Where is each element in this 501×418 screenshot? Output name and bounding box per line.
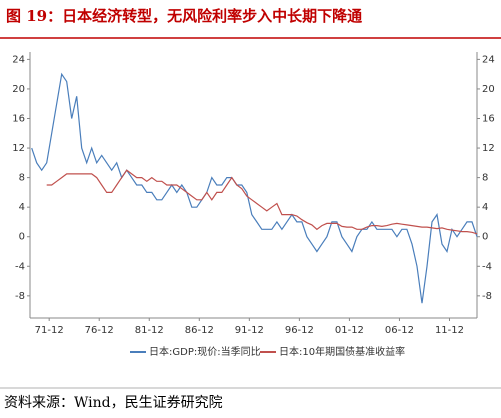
series-line <box>46 169 478 235</box>
y2-tick-label: 12 <box>482 143 495 154</box>
x-tick-label: 11-12 <box>435 325 464 336</box>
title: 图 19：日本经济转型，无风险利率步入中长期下降通 <box>6 7 362 25</box>
y-tick-label: -4 <box>15 261 25 272</box>
y-tick-label: 8 <box>19 173 25 184</box>
x-tick-label: 81-12 <box>135 325 164 336</box>
x-tick-label: 06-12 <box>385 325 414 336</box>
x-tick-label: 01-12 <box>335 325 364 336</box>
y-tick-label: 12 <box>12 143 25 154</box>
x-tick-label: 96-12 <box>285 325 314 336</box>
x-tick-label: 91-12 <box>235 325 264 336</box>
legend-label: 日本:GDP:现价:当季同比 <box>149 345 261 358</box>
series-line <box>31 72 478 304</box>
y2-tick-label: 24 <box>482 54 495 65</box>
y-tick-label: 0 <box>19 232 25 243</box>
y-tick-label: -8 <box>15 291 25 302</box>
source: 资料来源：Wind，民生证券研究院 <box>4 395 223 411</box>
y2-tick-label: -8 <box>482 291 492 302</box>
y2-tick-label: 20 <box>482 84 495 95</box>
y2-tick-label: 16 <box>482 114 495 125</box>
x-tick-label: 71-12 <box>35 325 64 336</box>
y2-tick-label: -4 <box>482 261 492 272</box>
legend-label: 日本:10年期国债基准收益率 <box>279 345 405 358</box>
y-tick-label: 16 <box>12 114 25 125</box>
y-tick-label: 24 <box>12 54 25 65</box>
x-tick-label: 76-12 <box>85 325 114 336</box>
y2-tick-label: 0 <box>482 232 488 243</box>
y2-tick-label: 8 <box>482 173 488 184</box>
y-tick-label: 4 <box>19 202 25 213</box>
y-tick-label: 20 <box>12 84 25 95</box>
x-tick-label: 86-12 <box>185 325 214 336</box>
y2-tick-label: 4 <box>482 202 488 213</box>
